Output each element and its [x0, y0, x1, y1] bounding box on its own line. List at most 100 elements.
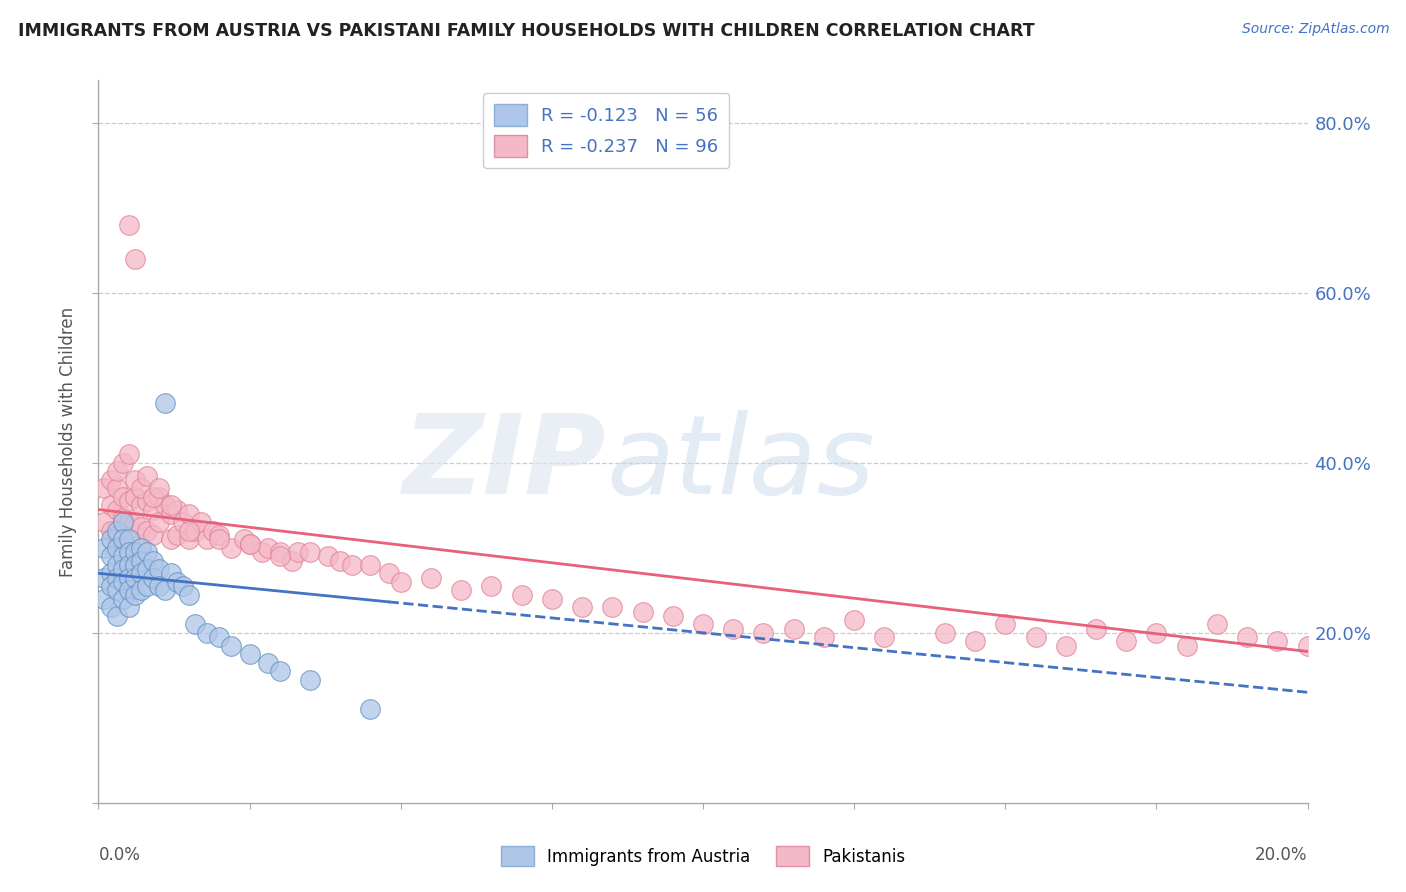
Point	[93, 570, 115, 584]
Point	[111, 562, 134, 576]
Point	[360, 702, 382, 716]
Point	[105, 502, 128, 516]
Point	[844, 613, 866, 627]
Point	[111, 456, 134, 470]
Point	[994, 617, 1017, 632]
Point	[118, 545, 141, 559]
Point	[124, 570, 146, 584]
Point	[190, 516, 212, 530]
Point	[105, 524, 128, 538]
Point	[105, 464, 128, 478]
Point	[195, 533, 218, 547]
Point	[602, 600, 624, 615]
Point	[124, 588, 146, 602]
Point	[166, 502, 188, 516]
Point	[148, 481, 170, 495]
Point	[129, 553, 152, 567]
Point	[692, 617, 714, 632]
Point	[93, 591, 115, 606]
Point	[153, 498, 176, 512]
Point	[239, 536, 262, 550]
Point	[118, 570, 141, 584]
Point	[1175, 639, 1198, 653]
Point	[135, 545, 157, 559]
Point	[1144, 625, 1167, 640]
Point	[172, 516, 194, 530]
Point	[389, 574, 412, 589]
Point	[208, 533, 231, 547]
Point	[160, 566, 183, 581]
Point	[752, 625, 775, 640]
Point	[661, 608, 683, 623]
Point	[256, 656, 278, 670]
Point	[100, 549, 122, 564]
Point	[208, 528, 231, 542]
Point	[239, 536, 262, 550]
Point	[135, 524, 157, 538]
Point	[1085, 622, 1108, 636]
Point	[142, 502, 165, 516]
Point	[148, 579, 170, 593]
Point	[873, 630, 896, 644]
Point	[135, 562, 157, 576]
Point	[129, 566, 152, 581]
Point	[208, 630, 231, 644]
Point	[153, 583, 176, 598]
Point	[450, 583, 472, 598]
Point	[100, 533, 122, 547]
Point	[420, 570, 443, 584]
Point	[100, 498, 122, 512]
Point	[160, 507, 183, 521]
Point	[813, 630, 835, 644]
Point	[111, 549, 134, 564]
Text: IMMIGRANTS FROM AUSTRIA VS PAKISTANI FAMILY HOUSEHOLDS WITH CHILDREN CORRELATION: IMMIGRANTS FROM AUSTRIA VS PAKISTANI FAM…	[18, 22, 1035, 40]
Point	[124, 558, 146, 572]
Point	[256, 541, 278, 555]
Point	[184, 524, 207, 538]
Point	[129, 536, 152, 550]
Point	[124, 490, 146, 504]
Text: 20.0%: 20.0%	[1256, 847, 1308, 864]
Point	[153, 396, 176, 410]
Point	[179, 507, 201, 521]
Point	[129, 583, 152, 598]
Point	[287, 545, 309, 559]
Point	[129, 541, 152, 555]
Point	[111, 533, 134, 547]
Point	[221, 639, 243, 653]
Point	[510, 588, 533, 602]
Point	[124, 545, 146, 559]
Point	[160, 533, 183, 547]
Point	[118, 218, 141, 232]
Point	[316, 549, 339, 564]
Point	[118, 558, 141, 572]
Point	[111, 591, 134, 606]
Point	[269, 549, 291, 564]
Point	[269, 545, 291, 559]
Point	[299, 673, 322, 687]
Point	[299, 545, 322, 559]
Point	[1267, 634, 1289, 648]
Point	[118, 583, 141, 598]
Point	[166, 528, 188, 542]
Point	[111, 516, 134, 530]
Point	[135, 579, 157, 593]
Point	[160, 498, 183, 512]
Y-axis label: Family Households with Children: Family Households with Children	[59, 307, 77, 576]
Point	[965, 634, 987, 648]
Point	[377, 566, 399, 581]
Point	[172, 579, 194, 593]
Point	[111, 533, 134, 547]
Point	[166, 574, 188, 589]
Text: Source: ZipAtlas.com: Source: ZipAtlas.com	[1241, 22, 1389, 37]
Point	[540, 591, 562, 606]
Point	[142, 528, 165, 542]
Point	[342, 558, 364, 572]
Point	[1024, 630, 1046, 644]
Text: ZIP: ZIP	[402, 409, 606, 516]
Point	[184, 617, 207, 632]
Point	[100, 524, 122, 538]
Point	[124, 252, 146, 266]
Point	[179, 588, 201, 602]
Point	[571, 600, 593, 615]
